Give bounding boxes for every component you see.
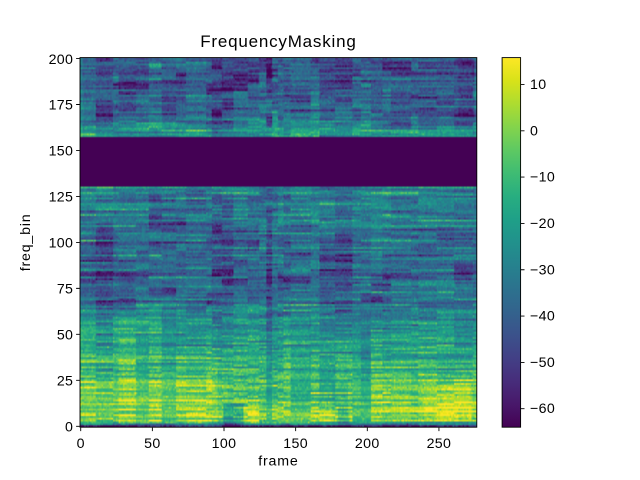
svg-text:0: 0 [65,420,73,436]
svg-text:−50: −50 [530,355,555,371]
svg-text:−20: −20 [530,216,555,232]
svg-text:75: 75 [57,282,73,298]
svg-text:175: 175 [49,98,74,114]
svg-text:0: 0 [77,436,85,452]
svg-text:−10: −10 [530,170,555,186]
svg-text:250: 250 [427,436,452,452]
svg-text:−30: −30 [530,262,555,278]
svg-text:−40: −40 [530,309,555,325]
svg-text:FrequencyMasking: FrequencyMasking [200,32,356,51]
svg-text:10: 10 [530,77,546,93]
svg-text:50: 50 [57,328,73,344]
svg-text:100: 100 [49,236,74,252]
svg-text:100: 100 [212,436,237,452]
svg-text:−60: −60 [530,401,555,417]
svg-text:freq_bin: freq_bin [18,214,34,272]
svg-text:0: 0 [530,123,538,139]
svg-text:50: 50 [144,436,160,452]
svg-text:150: 150 [283,436,308,452]
svg-text:125: 125 [49,190,74,206]
svg-text:200: 200 [49,52,74,68]
svg-text:200: 200 [355,436,380,452]
svg-text:25: 25 [57,374,73,390]
svg-text:frame: frame [258,453,298,469]
svg-text:150: 150 [49,144,74,160]
